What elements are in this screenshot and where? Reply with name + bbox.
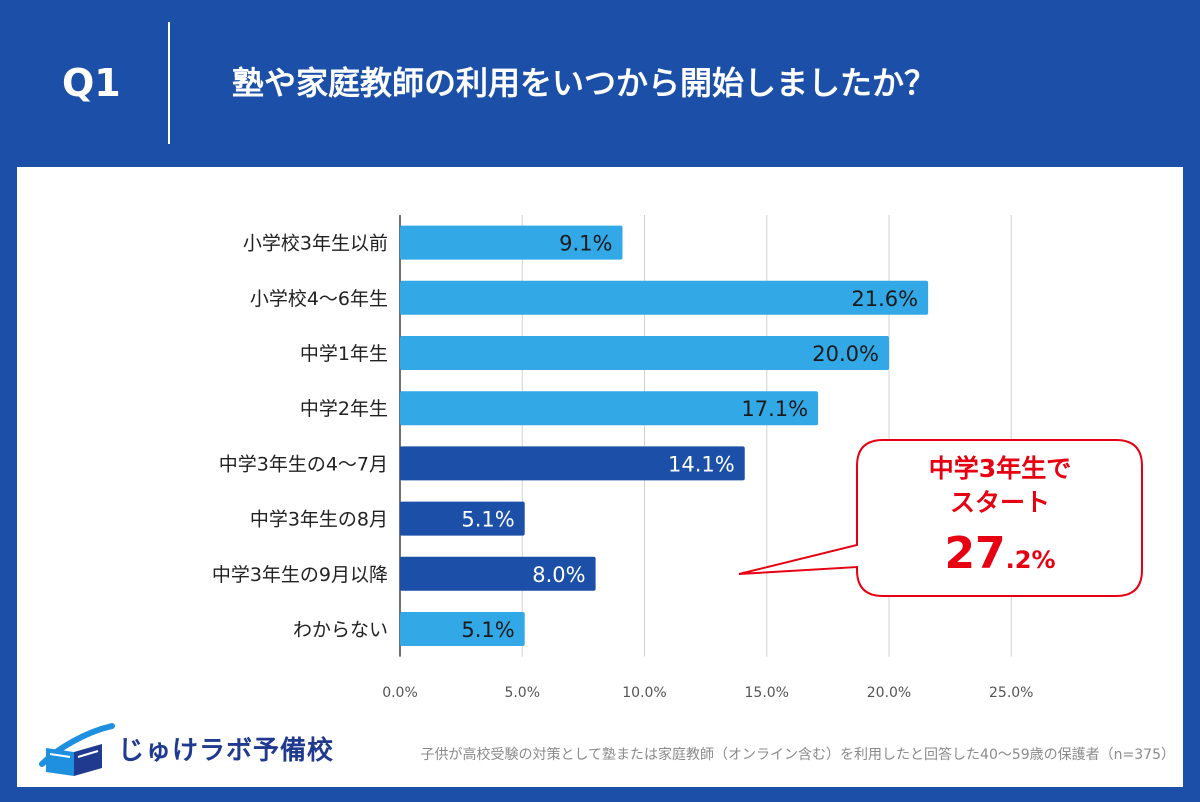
value-label: 20.0% [812,342,879,366]
x-tick-label: 10.0% [622,685,666,701]
category-label: 中学3年生の4～7月 [219,453,388,475]
category-label: 小学校3年生以前 [243,233,388,255]
callout-value-main: 27 [944,528,1006,579]
category-label: 小学校4～6年生 [250,288,388,310]
x-tick-label: 0.0% [382,685,418,701]
footnote: 子供が高校受験の対策として塾または家庭教師（オンライン含む）を利用したと回答した… [420,747,1175,763]
bar [400,446,745,481]
category-label: 中学2年生 [300,398,388,420]
value-label: 5.1% [461,618,514,642]
header-divider [168,22,170,144]
callout-line2: スタート [949,488,1050,517]
callout-line1: 中学3年生で [928,454,1072,483]
callout-percentage: 27.2% [870,524,1130,593]
value-label: 17.1% [741,397,808,421]
bar [400,225,623,260]
callout-text: 中学3年生で スタート 27.2% [870,452,1130,593]
chart-panel: 0.0% 5.0% 10.0% 15.0% 20.0% 25.0% 小学校3年生以前 9.1%… [17,167,1183,787]
bar [400,280,929,315]
x-tick-label: 15.0% [745,685,789,701]
x-tick-label: 20.0% [867,685,911,701]
category-label: 中学1年生 [300,343,388,365]
callout-bubble [738,439,1143,597]
logo-text: じゅけラボ予備校 [118,736,335,766]
logo: じゅけラボ予備校 [36,718,333,780]
bar [400,501,525,536]
header: Q1 塾や家庭教師の利用をいつから開始しましたか？ [0,0,1200,165]
question-label: Q1 [62,61,121,105]
bar [400,336,889,370]
callout-value-sub: .2% [1005,546,1056,574]
category-label: 中学3年生の9月以降 [212,564,388,586]
value-label: 9.1% [559,232,612,256]
category-label: わからない [293,619,388,641]
value-label: 14.1% [668,452,735,476]
bar-chart: 0.0% 5.0% 10.0% 15.0% 20.0% 25.0% 小学校3年生以前 9.1%… [212,215,1143,701]
value-label: 21.6% [851,287,918,311]
bar [400,556,596,591]
x-tick-label: 5.0% [504,685,540,701]
bar [400,612,525,646]
x-tick-label: 25.0% [989,685,1033,701]
value-label: 8.0% [532,563,585,587]
value-label: 5.1% [461,508,514,532]
bar [400,391,819,426]
book-logo-icon [39,723,115,776]
question-title: 塾や家庭教師の利用をいつから開始しましたか？ [232,64,937,102]
category-label: 中学3年生の8月 [250,509,388,531]
